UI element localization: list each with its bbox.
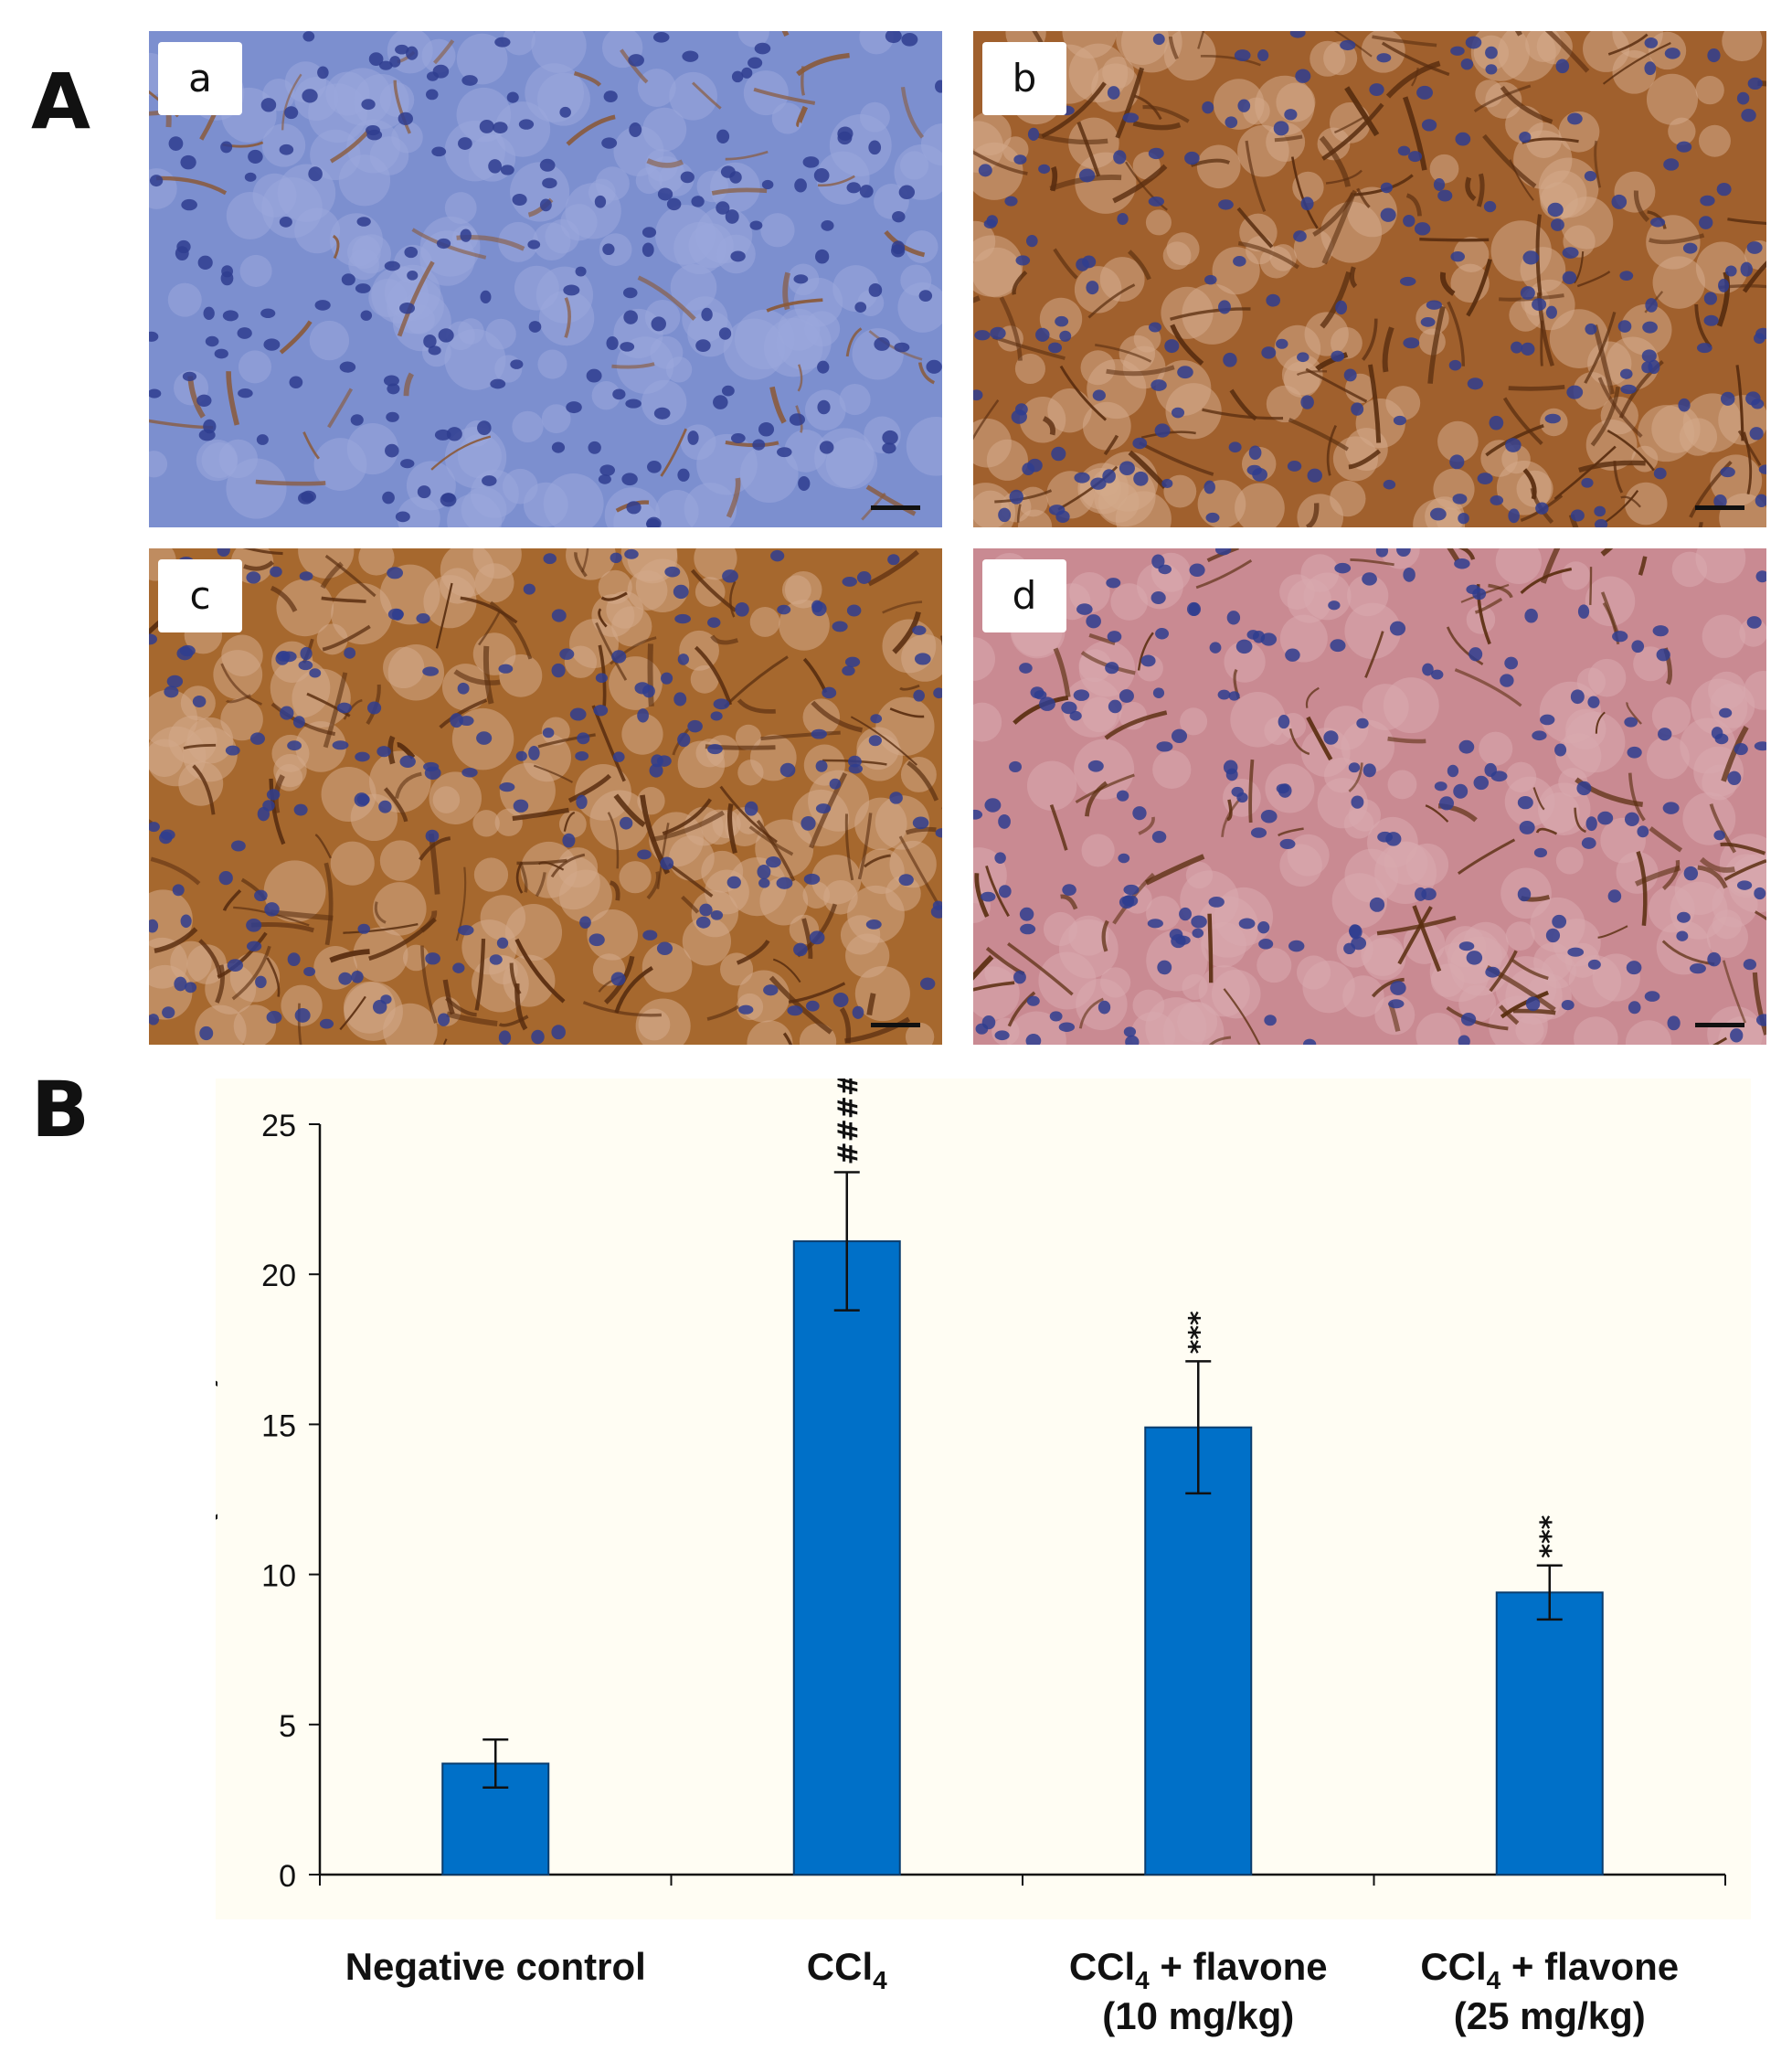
x-label-2-1: (10 mg/kg) xyxy=(1102,1994,1294,2037)
x-label-3-1: (25 mg/kg) xyxy=(1454,1994,1646,2037)
x-label-3-0: CCl4 + flavone xyxy=(1420,1945,1679,1994)
micrograph-d-image xyxy=(973,548,1766,1045)
y-tick-label-0: 0 xyxy=(279,1859,296,1894)
y-tick-label-5: 25 xyxy=(261,1109,296,1143)
significance-3: *** xyxy=(1535,1514,1567,1557)
panel-b-letter: B xyxy=(31,1065,90,1154)
micrograph-a-label: a xyxy=(158,42,242,115)
significance-2: *** xyxy=(1183,1311,1215,1354)
x-label-1-0: CCl4 xyxy=(807,1945,887,1994)
y-tick-label-3: 15 xyxy=(261,1408,296,1443)
panel-a-letter: A xyxy=(31,57,91,146)
x-label-0-0: Negative control xyxy=(345,1945,646,1988)
significance-1: #### xyxy=(832,1079,864,1165)
y-tick-label-4: 20 xyxy=(261,1259,296,1293)
micrograph-b-label: b xyxy=(982,42,1066,115)
bar-chart: 0 5 10 15 20 25 CD31 (H score) Negative control… xyxy=(216,1079,1751,2037)
micrograph-b-image xyxy=(973,31,1766,527)
micrograph-a: a xyxy=(149,31,942,527)
micrograph-c-label: c xyxy=(158,559,242,632)
micrograph-a-image xyxy=(149,31,942,527)
bar-3 xyxy=(1495,1591,1604,1876)
micrograph-b: b xyxy=(973,31,1766,527)
micrograph-d: d xyxy=(973,548,1766,1045)
bar-2 xyxy=(1144,1426,1253,1876)
bar-1 xyxy=(792,1240,901,1876)
y-tick-label-1: 5 xyxy=(279,1709,296,1744)
micrograph-d-label: d xyxy=(982,559,1066,632)
micrograph-c: c xyxy=(149,548,942,1045)
x-label-2-0: CCl4 + flavone xyxy=(1069,1945,1328,1994)
micrograph-c-image xyxy=(149,548,942,1045)
y-tick-label-2: 10 xyxy=(261,1559,296,1594)
y-axis-title: CD31 (H score) xyxy=(216,1375,218,1623)
